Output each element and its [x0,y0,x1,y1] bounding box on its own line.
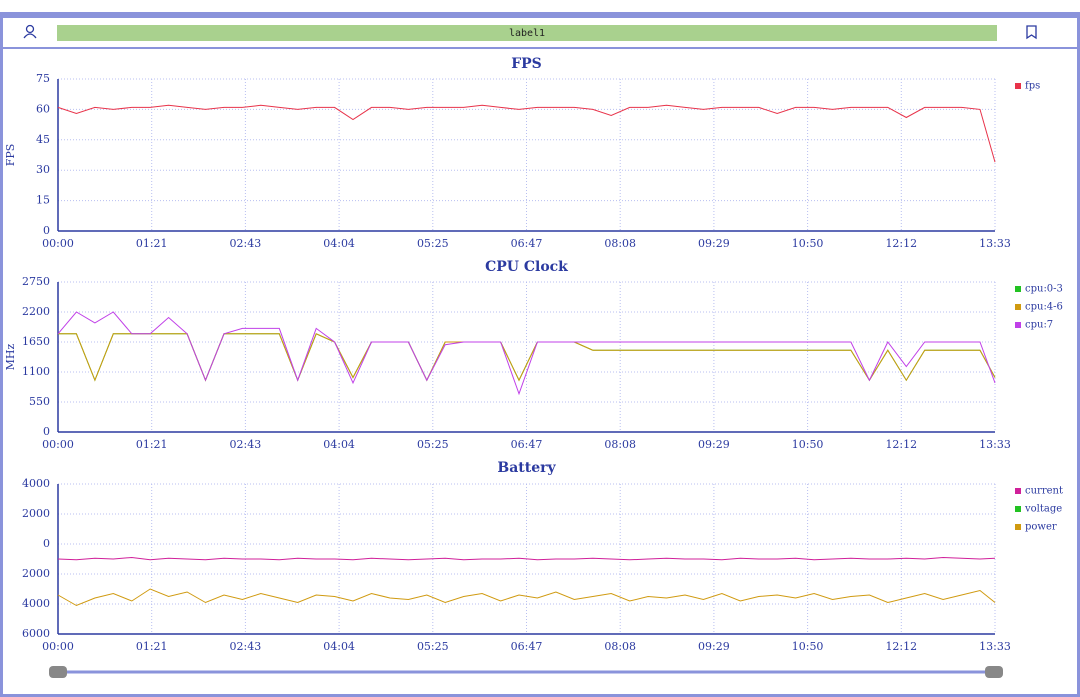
legend-label: fps [1025,81,1040,92]
x-tick-label: 08:08 [604,640,636,653]
legend-swatch [1015,524,1021,530]
legend-swatch [1015,304,1021,310]
legend-swatch [1015,322,1021,328]
x-tick-label: 09:29 [698,640,730,653]
legend-label: cpu:0-3 [1025,284,1063,295]
x-tick-label: 05:25 [417,640,449,653]
x-tick-label: 09:29 [698,438,730,451]
y-tick-label: 15 [36,194,50,207]
legend-swatch [1015,286,1021,292]
x-tick-label: 12:12 [885,237,917,250]
legend-label: voltage [1024,504,1062,515]
x-tick-label: 00:00 [42,237,74,250]
y-axis-label: FPS [4,144,17,167]
y-axis-label: MHz [4,343,17,370]
x-tick-label: 00:00 [42,438,74,451]
legend-swatch [1015,83,1021,89]
label-text: label1 [509,28,545,39]
y-tick-label: 60 [36,102,50,115]
x-tick-label: 10:50 [792,438,824,451]
y-tick-label: 1650 [22,335,50,348]
y-tick-label: 0 [43,537,50,550]
y-tick-label: 4000 [22,597,50,610]
user-button[interactable] [23,24,37,39]
x-tick-label: 10:50 [792,237,824,250]
y-tick-label: 0 [43,224,50,237]
x-tick-label: 01:21 [136,640,168,653]
x-tick-label: 02:43 [230,438,262,451]
y-tick-label: 2750 [22,275,50,288]
x-tick-label: 13:33 [979,237,1011,250]
series-line [57,104,996,163]
x-tick-label: 00:00 [42,640,74,653]
bookmark-button[interactable] [1026,25,1037,40]
x-tick-label: 01:21 [136,438,168,451]
x-tick-label: 04:04 [323,640,355,653]
y-tick-label: 1100 [22,365,50,378]
legend-label: power [1025,522,1057,533]
slider-handle[interactable] [49,666,67,678]
y-tick-label: 2000 [22,507,50,520]
chart-title: Battery [497,460,556,476]
x-tick-label: 04:04 [323,438,355,451]
x-tick-label: 13:33 [979,640,1011,653]
y-tick-label: 4000 [22,477,50,490]
y-tick-label: 0 [43,425,50,438]
chart-title: CPU Clock [485,259,568,275]
x-tick-label: 02:43 [230,237,262,250]
x-tick-label: 02:43 [230,640,262,653]
x-tick-label: 06:47 [511,438,543,451]
x-tick-label: 06:47 [511,640,543,653]
x-tick-label: 01:21 [136,237,168,250]
x-tick-label: 13:33 [979,438,1011,451]
y-tick-label: 45 [36,133,50,146]
x-tick-label: 12:12 [885,640,917,653]
x-tick-label: 12:12 [885,438,917,451]
legend-swatch [1015,506,1021,512]
x-tick-label: 10:50 [792,640,824,653]
y-tick-label: 30 [36,163,50,176]
y-tick-label: 6000 [22,627,50,640]
series-line [57,588,996,607]
x-tick-label: 08:08 [604,237,636,250]
x-tick-label: 04:04 [323,237,355,250]
charts: FPS FPS 0 15 30 45 60 75 00:00 01:21 02:43 04:04 05:… [4,56,1063,653]
x-tick-label: 09:29 [698,237,730,250]
series-line [57,556,996,561]
y-tick-label: 2200 [22,305,50,318]
content [3,18,1077,694]
y-tick-label: 75 [36,72,50,85]
x-tick-label: 08:08 [604,438,636,451]
legend-label: cpu:4-6 [1025,302,1063,313]
x-tick-label: 06:47 [511,237,543,250]
x-tick-label: 05:25 [417,237,449,250]
series-line [57,311,996,396]
slider-handle[interactable] [985,666,1003,678]
y-tick-label: 550 [29,395,50,408]
legend-label: current [1025,486,1063,497]
x-tick-label: 05:25 [417,438,449,451]
y-tick-label: 2000 [22,567,50,580]
legend-label: cpu:7 [1025,320,1053,331]
legend-swatch [1015,488,1021,494]
label-bar [57,25,997,41]
chart-title: FPS [511,56,542,72]
title-bar [0,0,1080,12]
